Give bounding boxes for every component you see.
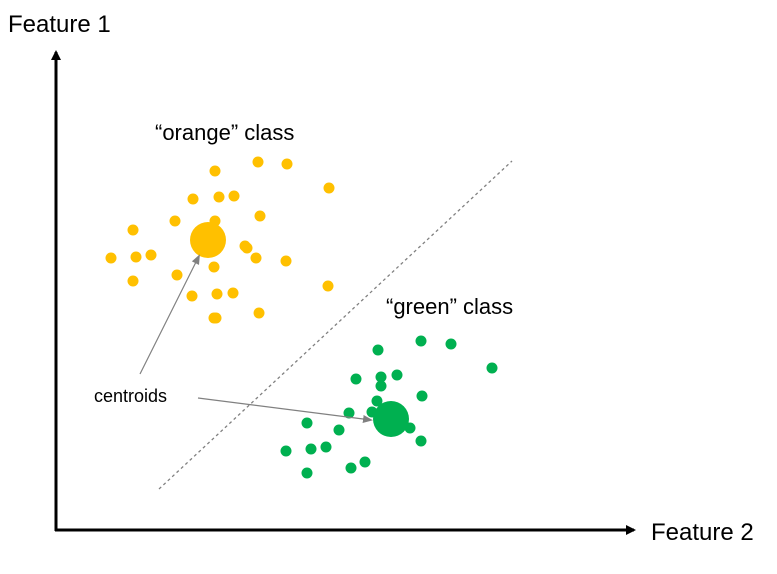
orange-point — [130, 251, 142, 263]
green-point — [359, 456, 371, 468]
green-point — [343, 407, 355, 419]
orange-point — [171, 269, 183, 281]
orange-point — [127, 275, 139, 287]
orange-point — [250, 252, 262, 264]
green-point — [280, 445, 292, 457]
orange-point — [322, 280, 334, 292]
green-point — [391, 369, 403, 381]
green-point — [416, 390, 428, 402]
green-point — [301, 467, 313, 479]
orange-points — [105, 156, 335, 324]
centroids-label: centroids — [94, 386, 167, 406]
centroid-arrow-orange — [139, 254, 200, 375]
centroid-arrow-green — [197, 397, 373, 423]
orange-point — [187, 193, 199, 205]
orange-point — [281, 158, 293, 170]
green-point — [371, 395, 383, 407]
orange-point — [213, 191, 225, 203]
orange-point — [211, 288, 223, 300]
decision-boundary — [158, 160, 513, 490]
orange-point — [145, 249, 157, 261]
orange-point — [253, 307, 265, 319]
green-point — [301, 417, 313, 429]
green-centroid — [373, 401, 409, 437]
orange-point — [105, 252, 117, 264]
green-point — [305, 443, 317, 455]
green-point — [445, 338, 457, 350]
green-point — [333, 424, 345, 436]
green-point — [375, 380, 387, 392]
green-class-label: “green” class — [386, 294, 513, 319]
orange-point — [209, 165, 221, 177]
orange-point — [169, 215, 181, 227]
orange-class-label: “orange” class — [155, 120, 294, 145]
orange-point — [323, 182, 335, 194]
green-point — [345, 462, 357, 474]
x-axis-label: Feature 2 — [651, 519, 754, 546]
green-point — [350, 373, 362, 385]
orange-point — [252, 156, 264, 168]
orange-point — [210, 312, 222, 324]
orange-point — [186, 290, 198, 302]
green-point — [320, 441, 332, 453]
orange-point — [227, 287, 239, 299]
orange-point — [127, 224, 139, 236]
orange-point — [208, 261, 220, 273]
green-point — [372, 344, 384, 356]
orange-centroid — [190, 222, 226, 258]
green-point — [415, 335, 427, 347]
green-point — [486, 362, 498, 374]
orange-point — [228, 190, 240, 202]
orange-point — [254, 210, 266, 222]
y-axis-label: Feature 1 — [8, 11, 111, 38]
orange-point — [239, 240, 251, 252]
green-point — [415, 435, 427, 447]
green-point — [375, 371, 387, 383]
orange-point — [280, 255, 292, 267]
